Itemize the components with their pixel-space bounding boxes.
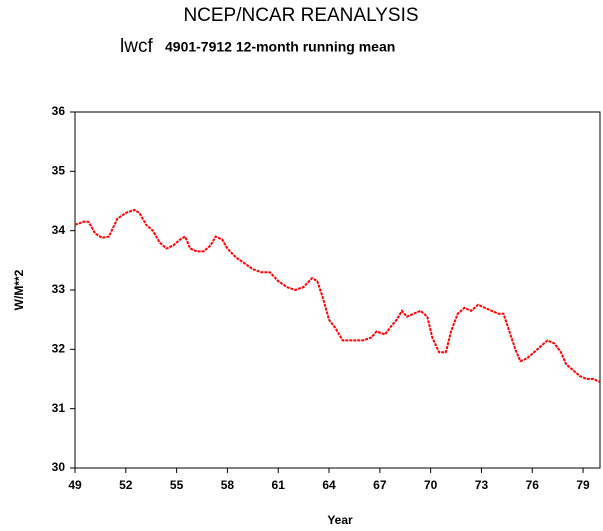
x-tick-label: 58 — [221, 478, 235, 492]
chart-subtitle-variable: lwcf — [120, 36, 153, 57]
x-tick-label: 79 — [576, 478, 590, 492]
x-tick-label: 64 — [322, 478, 336, 492]
plot-frame — [74, 111, 601, 469]
y-tick-label: 35 — [52, 164, 66, 178]
y-tick-label: 34 — [52, 223, 66, 237]
y-axis-label: W/M**2 — [12, 269, 26, 310]
x-tick-label: 76 — [526, 478, 540, 492]
y-tick-label: 31 — [52, 401, 66, 415]
x-tick-label: 49 — [68, 478, 82, 492]
x-tick-label: 70 — [424, 478, 438, 492]
x-tick-label: 73 — [475, 478, 489, 492]
x-tick-label: 61 — [272, 478, 286, 492]
x-axis-label: Year — [327, 513, 353, 527]
y-tick-label: 33 — [52, 282, 66, 296]
chart-title: NCEP/NCAR REANALYSIS — [183, 5, 418, 26]
x-tick-label: 52 — [119, 478, 133, 492]
x-tick-label: 55 — [170, 478, 184, 492]
x-tick-label: 67 — [373, 478, 387, 492]
y-tick-label: 36 — [52, 104, 66, 118]
y-tick-label: 30 — [52, 460, 66, 474]
y-tick-label: 32 — [52, 342, 66, 356]
chart-subtitle: 4901-7912 12-month running mean — [165, 39, 395, 55]
data-line — [74, 208, 601, 383]
